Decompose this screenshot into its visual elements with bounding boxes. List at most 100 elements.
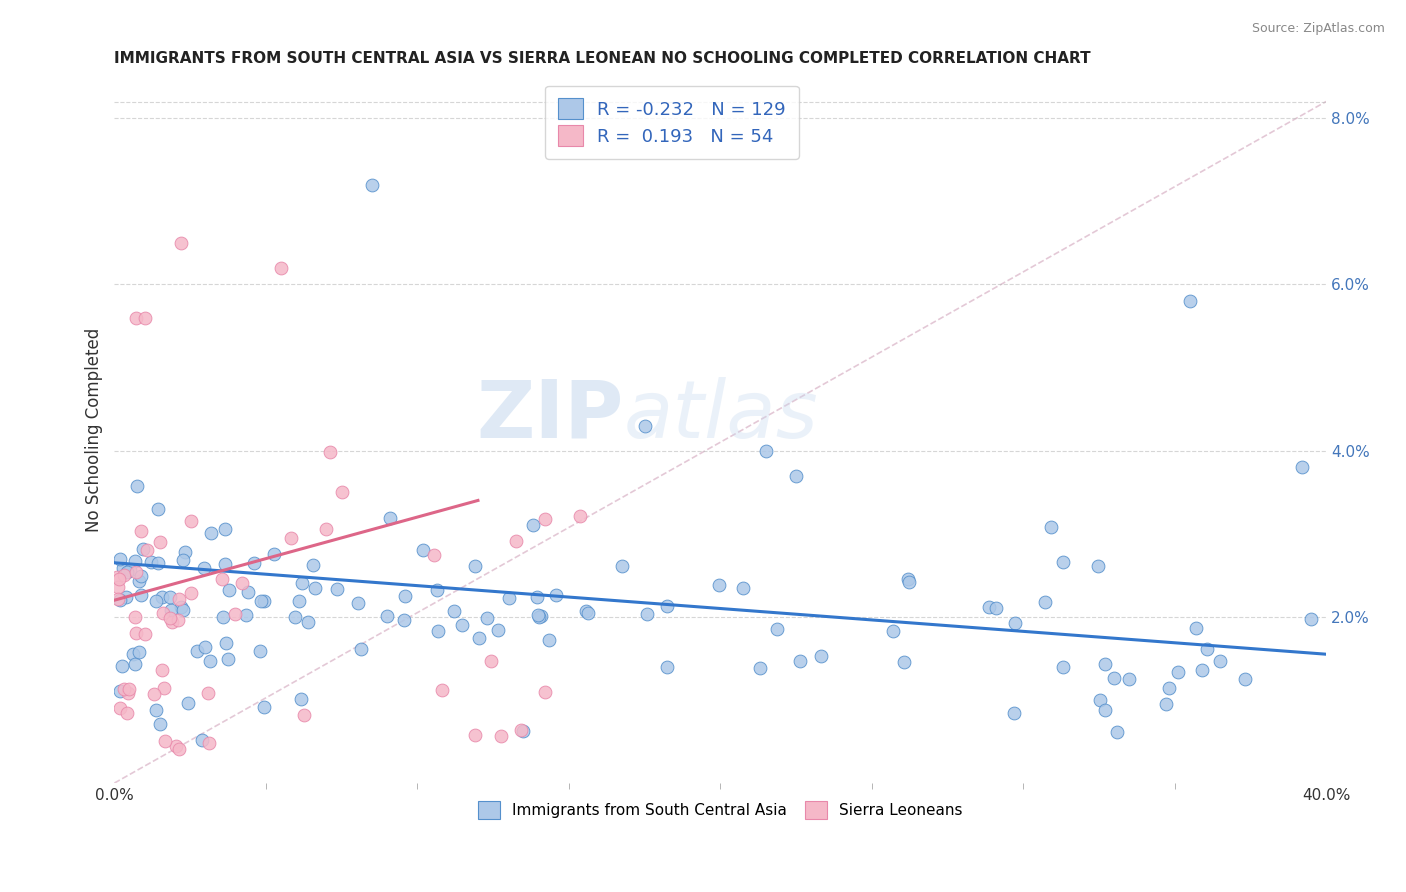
Point (733, 581, 755, 595)
Point (148, 502, 170, 516)
Point (112, 568, 135, 582)
Point (1157, 681, 1180, 695)
Point (527, 609, 550, 624)
Point (576, 606, 599, 620)
Point (361, 178, 384, 192)
Point (544, 588, 567, 602)
Point (1033, 595, 1056, 609)
Point (486, 623, 509, 637)
Point (145, 594, 167, 608)
Point (512, 724, 534, 739)
Point (159, 611, 181, 625)
Point (149, 535, 172, 549)
Point (412, 543, 434, 558)
Point (110, 593, 132, 607)
Point (128, 574, 150, 589)
Point (636, 607, 658, 621)
Point (121, 647, 143, 661)
Point (136, 543, 159, 558)
Point (170, 235, 193, 250)
Point (270, 260, 292, 275)
Point (1299, 611, 1322, 625)
Point (125, 565, 148, 579)
Point (117, 686, 139, 700)
Point (301, 558, 323, 572)
Point (394, 589, 416, 603)
Point (1052, 555, 1074, 569)
Point (284, 609, 307, 624)
Point (111, 659, 134, 673)
Point (657, 659, 679, 673)
Point (125, 479, 148, 493)
Point (1234, 672, 1257, 686)
Point (522, 518, 544, 533)
Point (1094, 657, 1116, 672)
Point (160, 615, 183, 630)
Point (319, 445, 342, 459)
Point (1094, 703, 1116, 717)
Point (252, 700, 274, 714)
Point (120, 563, 142, 577)
Point (243, 556, 266, 570)
Point (165, 739, 187, 753)
Point (191, 733, 214, 747)
Point (789, 654, 811, 668)
Point (1191, 663, 1213, 677)
Point (526, 607, 548, 622)
Point (110, 551, 132, 566)
Point (280, 531, 302, 545)
Point (139, 555, 162, 569)
Point (1052, 659, 1074, 673)
Text: IMMIGRANTS FROM SOUTH CENTRAL ASIA VS SIERRA LEONEAN NO SCHOOLING COMPLETED CORR: IMMIGRANTS FROM SOUTH CENTRAL ASIA VS SI… (114, 51, 1091, 66)
Point (149, 716, 172, 731)
Point (464, 728, 486, 742)
Point (575, 604, 598, 618)
Point (215, 636, 238, 650)
Point (153, 681, 176, 695)
Point (378, 510, 401, 524)
Point (107, 591, 129, 606)
Point (124, 310, 146, 325)
Point (110, 684, 132, 698)
Point (1167, 665, 1189, 680)
Point (111, 560, 134, 574)
Point (612, 558, 634, 573)
Point (633, 418, 655, 433)
Point (108, 701, 131, 715)
Point (479, 655, 502, 669)
Point (124, 657, 146, 671)
Point (134, 310, 156, 325)
Text: Source: ZipAtlas.com: Source: ZipAtlas.com (1251, 22, 1385, 36)
Point (810, 648, 832, 663)
Text: atlas: atlas (623, 376, 818, 455)
Point (1195, 641, 1218, 656)
Point (212, 609, 235, 624)
Point (173, 544, 195, 558)
Point (1154, 698, 1177, 712)
Point (897, 574, 920, 589)
Point (231, 575, 253, 590)
Point (1088, 693, 1111, 707)
Point (893, 655, 915, 669)
Point (347, 596, 370, 610)
Point (150, 663, 173, 677)
Point (117, 706, 139, 721)
Point (152, 606, 174, 620)
Point (217, 652, 239, 666)
Point (426, 582, 449, 597)
Point (1185, 621, 1208, 635)
Point (443, 604, 465, 618)
Point (468, 631, 491, 645)
Point (197, 686, 219, 700)
Point (785, 469, 807, 483)
Point (107, 573, 129, 587)
Point (464, 558, 486, 573)
Point (180, 586, 202, 600)
Point (115, 565, 138, 579)
Point (349, 641, 371, 656)
Point (128, 645, 150, 659)
Point (159, 590, 181, 604)
Point (114, 590, 136, 604)
Point (707, 577, 730, 591)
Point (1178, 293, 1201, 308)
